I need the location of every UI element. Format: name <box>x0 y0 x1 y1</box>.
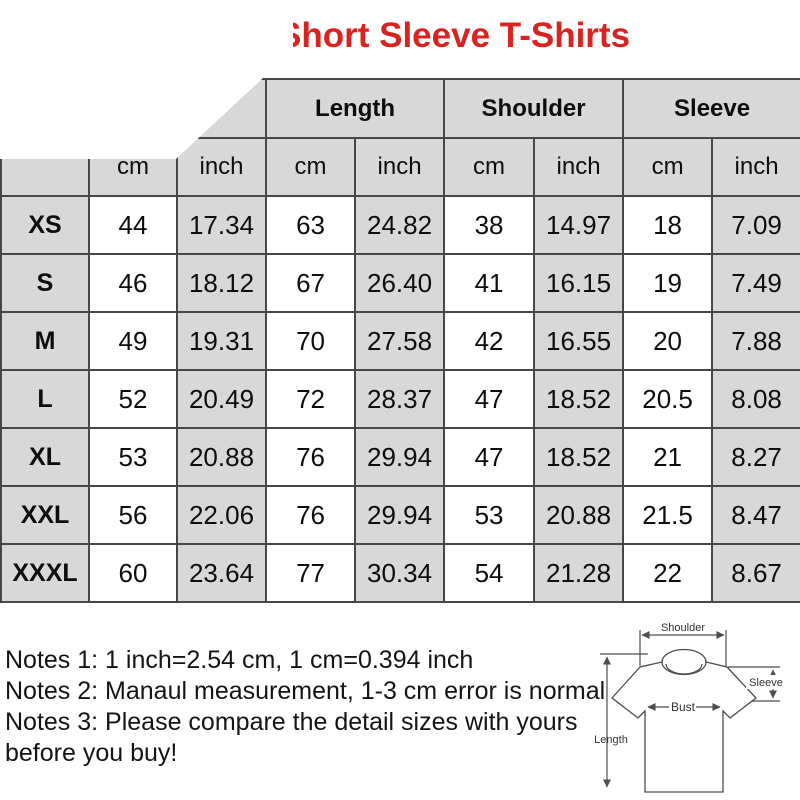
value-cell: 42 <box>443 311 536 371</box>
value-cell: 54 <box>443 543 536 603</box>
page-title-text: Short Sleeve T-Shirts <box>293 16 631 55</box>
value-cell: 72 <box>265 369 357 429</box>
value-cell: 20.49 <box>175 369 268 429</box>
value-cell: 49 <box>88 311 178 371</box>
value-cell: 76 <box>265 485 357 545</box>
value-cell: 16.55 <box>533 311 625 371</box>
value-cell: 22 <box>622 543 714 603</box>
table-row-xxxl: XXXL 60 23.64 77 30.34 54 21.28 22 8.67 <box>0 543 800 603</box>
value-cell: 21.28 <box>533 543 625 603</box>
table-row-s: S 46 18.12 67 26.40 41 16.15 19 7.49 <box>0 253 800 313</box>
value-cell: 67 <box>265 253 357 313</box>
value-cell: 20.88 <box>533 485 625 545</box>
col-group-sleeve: Sleeve <box>622 78 800 139</box>
value-cell: 18.52 <box>533 427 625 487</box>
note-line-1: Notes 1: 1 inch=2.54 cm, 1 cm=0.394 inch <box>5 646 474 674</box>
unit-inch: inch <box>175 137 268 197</box>
value-cell: 41 <box>443 253 536 313</box>
size-label: M <box>0 311 90 371</box>
value-cell: 60 <box>88 543 178 603</box>
diagram-bust-label: Bust <box>671 700 696 714</box>
value-cell: 7.49 <box>711 253 800 313</box>
size-chart-table: Length Shoulder Sleeve cm inch cm inch c… <box>0 78 800 603</box>
value-cell: 63 <box>265 195 357 255</box>
table-row-m: M 49 19.31 70 27.58 42 16.55 20 7.88 <box>0 311 800 371</box>
size-label: XL <box>0 427 90 487</box>
value-cell: 8.08 <box>711 369 800 429</box>
value-cell: 8.27 <box>711 427 800 487</box>
value-cell: 18.52 <box>533 369 625 429</box>
value-cell: 18 <box>622 195 714 255</box>
size-label: XS <box>0 195 90 255</box>
value-cell: 53 <box>88 427 178 487</box>
value-cell: 56 <box>88 485 178 545</box>
unit-inch: inch <box>533 137 625 197</box>
value-cell: 53 <box>443 485 536 545</box>
tshirt-measurement-diagram: Shoulder Sleeve Bust Length <box>594 622 786 793</box>
value-cell: 52 <box>88 369 178 429</box>
size-label: L <box>0 369 90 429</box>
value-cell: 47 <box>443 427 536 487</box>
sleeve-label-bg <box>746 675 786 689</box>
value-cell: 70 <box>265 311 357 371</box>
note-line-3: Notes 3: Please compare the detail sizes… <box>5 708 578 736</box>
value-cell: 16.15 <box>533 253 625 313</box>
notes-block: Notes 1: 1 inch=2.54 cm, 1 cm=0.394 inch… <box>5 645 605 769</box>
value-cell: 28.37 <box>354 369 446 429</box>
value-cell: 29.94 <box>354 427 446 487</box>
value-cell: 19.31 <box>175 311 268 371</box>
table-row-xl: XL 53 20.88 76 29.94 47 18.52 21 8.27 <box>0 427 800 487</box>
note-line-4: before you buy! <box>5 739 178 767</box>
value-cell: 22.06 <box>175 485 268 545</box>
table-row-xxl: XXL 56 22.06 76 29.94 53 20.88 21.5 8.47 <box>0 485 800 545</box>
value-cell: 30.34 <box>354 543 446 603</box>
value-cell: 46 <box>88 253 178 313</box>
diagram-shoulder-label: Shoulder <box>661 622 705 634</box>
value-cell: 20 <box>622 311 714 371</box>
value-cell: 24.82 <box>354 195 446 255</box>
value-cell: 7.09 <box>711 195 800 255</box>
value-cell: 20.5 <box>622 369 714 429</box>
value-cell: 77 <box>265 543 357 603</box>
value-cell: 26.40 <box>354 253 446 313</box>
size-label: XXL <box>0 485 90 545</box>
diagram-length-label: Length <box>594 734 628 746</box>
size-label: XXXL <box>0 543 90 603</box>
table-row-xs: XS 44 17.34 63 24.82 38 14.97 18 7.09 <box>0 195 800 255</box>
value-cell: 76 <box>265 427 357 487</box>
measurement-arrows <box>600 630 780 788</box>
col-group-length: Length <box>265 78 446 139</box>
value-cell: 29.94 <box>354 485 446 545</box>
value-cell: 47 <box>443 369 536 429</box>
note-line-2: Notes 2: Manaul measurement, 1-3 cm erro… <box>5 677 606 705</box>
value-cell: 19 <box>622 253 714 313</box>
value-cell: 8.47 <box>711 485 800 545</box>
unit-cm: cm <box>443 137 536 197</box>
value-cell: 20.88 <box>175 427 268 487</box>
value-cell: 21 <box>622 427 714 487</box>
value-cell: 17.34 <box>175 195 268 255</box>
value-cell: 23.64 <box>175 543 268 603</box>
value-cell: 14.97 <box>533 195 625 255</box>
table-row-l: L 52 20.49 72 28.37 47 18.52 20.5 8.08 <box>0 369 800 429</box>
value-cell: 21.5 <box>622 485 714 545</box>
page-title: Short Sleeve T-Shirts <box>293 12 663 62</box>
value-cell: 27.58 <box>354 311 446 371</box>
unit-inch: inch <box>711 137 800 197</box>
value-cell: 44 <box>88 195 178 255</box>
value-cell: 7.88 <box>711 311 800 371</box>
size-label: S <box>0 253 90 313</box>
diagram-sleeve-label: Sleeve <box>749 677 783 689</box>
tshirt-outline <box>611 648 757 793</box>
col-group-shoulder: Shoulder <box>443 78 625 139</box>
value-cell: 18.12 <box>175 253 268 313</box>
unit-cm: cm <box>622 137 714 197</box>
unit-inch: inch <box>354 137 446 197</box>
value-cell: 8.67 <box>711 543 800 603</box>
value-cell: 38 <box>443 195 536 255</box>
unit-cm: cm <box>265 137 357 197</box>
